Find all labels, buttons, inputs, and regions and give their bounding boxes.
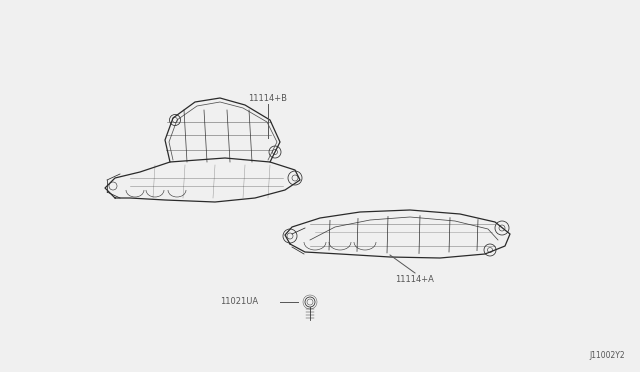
Text: 11021UA: 11021UA — [220, 298, 258, 307]
Text: 11114+B: 11114+B — [248, 93, 287, 103]
Text: J11002Y2: J11002Y2 — [589, 351, 625, 360]
Text: 11114+A: 11114+A — [396, 276, 435, 285]
